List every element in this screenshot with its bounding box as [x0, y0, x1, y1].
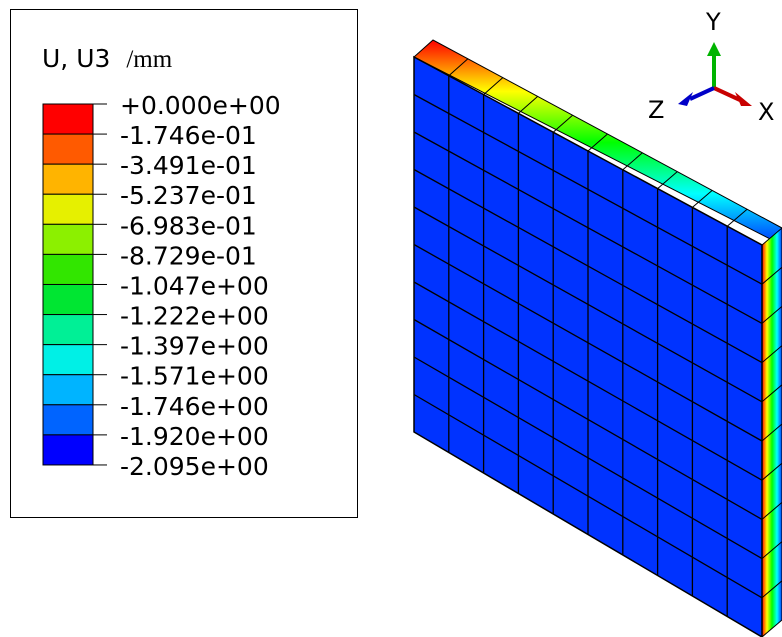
legend-tick-label: -1.746e+00	[120, 392, 269, 421]
triad-x-axis	[713, 86, 741, 102]
triad-z-axis	[689, 86, 715, 101]
legend-band	[42, 253, 94, 285]
legend-tick-label: -1.746e-01	[120, 121, 257, 150]
edge-mesh-line	[761, 462, 782, 481]
edge-mesh-line	[587, 133, 608, 152]
legend-band	[42, 283, 94, 316]
legend-tick-label: -1.397e+00	[120, 332, 269, 361]
legend-tick-label: -1.047e+00	[120, 271, 269, 300]
mesh-line-horizontal	[413, 356, 763, 560]
legend-tick-label: -3.491e-01	[120, 151, 257, 180]
edge-mesh-line	[761, 541, 782, 559]
legend-band	[42, 223, 94, 255]
legend-band	[42, 103, 94, 135]
edge-mesh-line	[761, 580, 782, 599]
mesh-line-horizontal	[413, 318, 763, 520]
legend-tick-label: -8.729e-01	[120, 241, 257, 270]
triad-x-arrowhead	[735, 92, 752, 106]
coordinate-triad: Y X Z	[648, 8, 774, 126]
triad-z-arrowhead	[678, 92, 693, 106]
legend-title: U, U3 /mm	[42, 44, 172, 75]
triad-z-label: Z	[648, 96, 664, 124]
edge-mesh-line	[552, 114, 573, 133]
legend-band	[42, 193, 94, 225]
triad-y-arrowhead	[707, 42, 721, 56]
legend-tick-label: -5.237e-01	[120, 181, 257, 210]
edge-mesh-line	[726, 208, 748, 227]
mesh-line-horizontal	[413, 243, 763, 442]
edge-mesh-line	[761, 266, 782, 285]
triad-y-label: Y	[705, 8, 721, 36]
legend-band	[42, 434, 94, 466]
edge-mesh-line	[761, 423, 782, 442]
legend-tick-label: -6.983e-01	[120, 211, 257, 240]
edge-mesh-line	[483, 77, 504, 95]
edge-mesh-line	[518, 96, 539, 114]
legend-tick-label: -2.095e+00	[120, 452, 269, 481]
edge-mesh-line	[761, 384, 782, 403]
edge-mesh-line	[761, 345, 782, 363]
edge-mesh-line	[761, 502, 782, 520]
legend-tick-label: -1.222e+00	[120, 302, 269, 331]
legend-variable: U, U3	[42, 44, 111, 73]
legend-tick-label: -1.571e+00	[120, 362, 269, 391]
edge-mesh	[448, 58, 782, 599]
edge-mesh-line	[761, 306, 782, 324]
edge-mesh-line	[622, 152, 643, 171]
legend-band	[42, 404, 94, 436]
legend-tick-label: -1.920e+00	[120, 422, 269, 451]
legend-band	[42, 344, 94, 376]
mesh-line-horizontal	[413, 393, 763, 599]
legend-tick-label: +0.000e+00	[120, 91, 281, 120]
legend-band	[42, 133, 94, 165]
triad-x-label: X	[758, 98, 774, 126]
legend-unit: /mm	[126, 46, 173, 73]
edge-mesh-line	[448, 58, 469, 77]
edge-mesh-line	[692, 190, 713, 208]
mesh-grid	[413, 75, 763, 617]
mesh-line-horizontal	[413, 281, 763, 481]
edge-mesh-line	[657, 171, 678, 189]
